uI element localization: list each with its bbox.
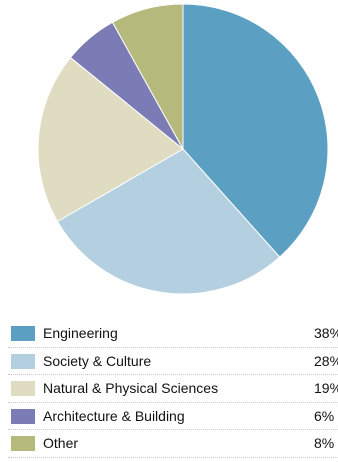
pie-slice-engineering (182, 3, 329, 258)
legend-swatch (11, 326, 35, 341)
legend: Engineering 38% Society & Culture 28% Na… (8, 320, 338, 458)
pie-slice-other (111, 3, 184, 151)
legend-swatch (11, 436, 35, 451)
legend-item-architecture-building: Architecture & Building 6% (8, 403, 338, 430)
legend-label: Society & Culture (43, 352, 152, 369)
legend-label: Other (43, 435, 79, 451)
legend-value: 38% (314, 325, 338, 341)
legend-label: Engineering (43, 325, 118, 341)
pie-chart (37, 3, 329, 295)
legend-value: 6% (314, 407, 335, 424)
legend-swatch (11, 353, 35, 369)
legend-item-other: Other 8% (8, 430, 338, 458)
legend-label: Architecture & Building (43, 407, 185, 424)
legend-label: Natural & Physical Sciences (43, 380, 219, 396)
legend-swatch (11, 408, 35, 424)
pie-slice-society-culture (56, 148, 281, 295)
legend-value: 19% (314, 380, 338, 396)
legend-value: 8% (314, 435, 335, 451)
legend-value: 28% (314, 352, 338, 369)
pie-slice-natural-physical-sciences (37, 56, 184, 223)
legend-item-natural-physical-sciences: Natural & Physical Sciences 19% (8, 375, 338, 403)
legend-swatch (11, 381, 35, 396)
legend-item-engineering: Engineering 38% (8, 320, 338, 348)
legend-item-society-culture: Society & Culture 28% (8, 348, 338, 375)
